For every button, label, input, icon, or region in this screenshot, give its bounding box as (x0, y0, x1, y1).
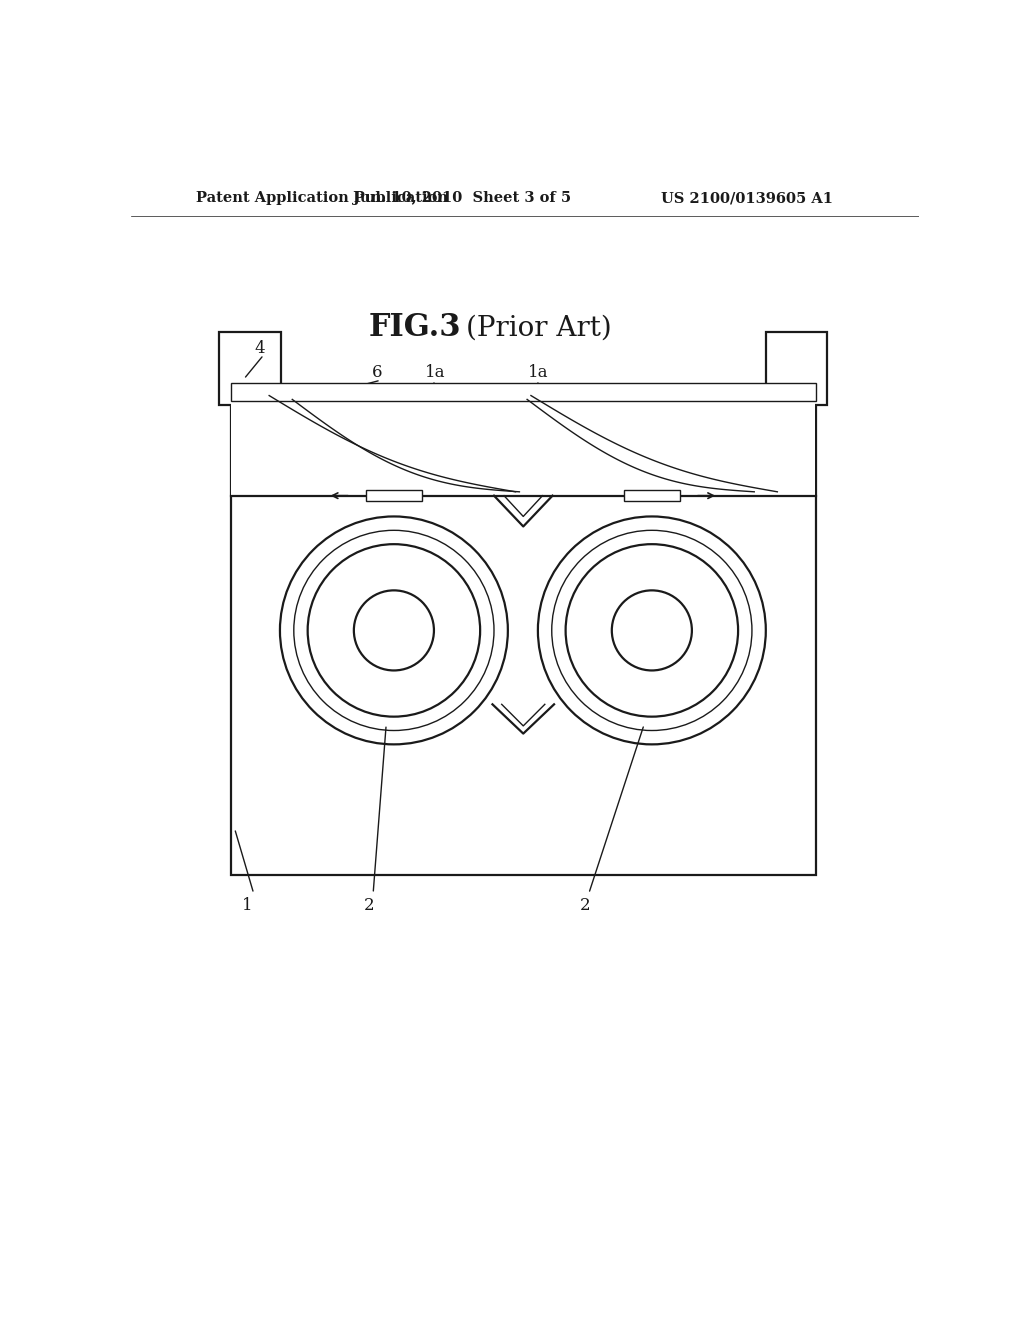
Bar (219, 331, 281, 405)
Text: FIG.3: FIG.3 (369, 313, 462, 343)
Bar (230, 405, 816, 875)
Text: 6: 6 (372, 364, 382, 381)
Text: 1: 1 (243, 896, 253, 913)
Text: Jun. 10, 2010  Sheet 3 of 5: Jun. 10, 2010 Sheet 3 of 5 (352, 191, 570, 206)
Bar (766, 331, 827, 405)
Text: 1a: 1a (528, 364, 549, 381)
Text: 1a: 1a (425, 364, 445, 381)
Text: (Prior Art): (Prior Art) (466, 314, 611, 342)
Text: US 2100/0139605 A1: US 2100/0139605 A1 (660, 191, 833, 206)
Bar (625, 490, 680, 502)
Text: 4: 4 (255, 341, 265, 358)
Bar (367, 490, 422, 502)
Bar (230, 383, 816, 401)
Text: Patent Application Publication: Patent Application Publication (196, 191, 449, 206)
Text: 2: 2 (364, 896, 375, 913)
Text: 2: 2 (580, 896, 590, 913)
Bar (231, 401, 815, 495)
